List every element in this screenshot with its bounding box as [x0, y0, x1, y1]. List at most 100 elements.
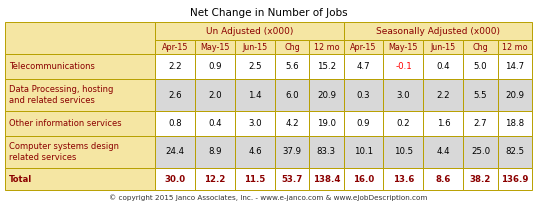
Bar — [275, 168, 309, 190]
Text: Un Adjusted (x000): Un Adjusted (x000) — [206, 26, 293, 36]
Bar — [235, 54, 275, 79]
Bar — [235, 40, 275, 54]
Bar — [235, 168, 275, 190]
Bar — [309, 168, 344, 190]
Bar — [309, 40, 344, 54]
Text: 19.0: 19.0 — [317, 119, 336, 128]
Bar — [275, 79, 309, 111]
Bar — [235, 111, 275, 136]
Bar — [498, 111, 532, 136]
Text: Other information services: Other information services — [9, 119, 121, 128]
Text: 20.9: 20.9 — [505, 90, 524, 100]
Bar — [309, 111, 344, 136]
Bar — [195, 40, 235, 54]
Text: 10.5: 10.5 — [394, 147, 413, 157]
Text: Total: Total — [9, 175, 32, 183]
Text: 10.1: 10.1 — [354, 147, 373, 157]
Bar — [235, 136, 275, 168]
Text: 53.7: 53.7 — [281, 175, 303, 183]
Text: -0.1: -0.1 — [395, 62, 412, 71]
Text: 24.4: 24.4 — [165, 147, 185, 157]
Text: Chg: Chg — [473, 42, 489, 52]
Text: 0.4: 0.4 — [437, 62, 451, 71]
Bar — [5, 168, 155, 190]
Bar — [383, 40, 424, 54]
Text: Data Processing, hosting
and related services: Data Processing, hosting and related ser… — [9, 85, 113, 104]
Text: Jun-15: Jun-15 — [242, 42, 267, 52]
Text: 0.9: 0.9 — [208, 62, 222, 71]
Bar — [498, 79, 532, 111]
Bar — [383, 136, 424, 168]
Bar — [383, 54, 424, 79]
Bar — [383, 168, 424, 190]
Bar — [275, 40, 309, 54]
Text: 2.5: 2.5 — [248, 62, 262, 71]
Text: 138.4: 138.4 — [313, 175, 340, 183]
Bar — [5, 79, 155, 111]
Text: 4.7: 4.7 — [357, 62, 371, 71]
Text: Jun-15: Jun-15 — [431, 42, 456, 52]
Text: 1.6: 1.6 — [437, 119, 451, 128]
Text: Chg: Chg — [284, 42, 300, 52]
Text: 37.9: 37.9 — [282, 147, 302, 157]
Text: 38.2: 38.2 — [470, 175, 491, 183]
Text: 82.5: 82.5 — [505, 147, 525, 157]
Bar — [424, 168, 463, 190]
Bar — [344, 136, 383, 168]
Text: 11.5: 11.5 — [244, 175, 266, 183]
Text: 0.8: 0.8 — [168, 119, 182, 128]
Text: 5.0: 5.0 — [474, 62, 488, 71]
Bar — [344, 168, 383, 190]
Text: 0.9: 0.9 — [357, 119, 370, 128]
Bar — [309, 136, 344, 168]
Text: Computer systems design
related services: Computer systems design related services — [9, 142, 119, 162]
Bar — [383, 111, 424, 136]
Text: 15.2: 15.2 — [317, 62, 336, 71]
Bar — [155, 79, 195, 111]
Bar — [463, 40, 498, 54]
Bar — [155, 54, 195, 79]
Bar — [5, 111, 155, 136]
Bar — [195, 168, 235, 190]
Text: Seasonally Adjusted (x000): Seasonally Adjusted (x000) — [376, 26, 500, 36]
Bar — [235, 79, 275, 111]
Bar — [344, 22, 532, 40]
Text: Net Change in Number of Jobs: Net Change in Number of Jobs — [190, 8, 347, 18]
Bar — [155, 168, 195, 190]
Bar — [344, 111, 383, 136]
Text: 4.4: 4.4 — [437, 147, 451, 157]
Bar — [5, 54, 155, 79]
Text: 18.8: 18.8 — [505, 119, 525, 128]
Text: 6.0: 6.0 — [285, 90, 299, 100]
Text: © copyright 2015 Janco Associates, Inc. - www.e-janco.com & www.eJobDescription.: © copyright 2015 Janco Associates, Inc. … — [110, 194, 427, 201]
Bar — [195, 111, 235, 136]
Text: 2.0: 2.0 — [208, 90, 222, 100]
Bar — [498, 136, 532, 168]
Bar — [344, 40, 383, 54]
Bar — [424, 40, 463, 54]
Text: 30.0: 30.0 — [164, 175, 186, 183]
Bar — [424, 136, 463, 168]
Text: 2.2: 2.2 — [437, 90, 451, 100]
Text: 14.7: 14.7 — [505, 62, 525, 71]
Text: Apr-15: Apr-15 — [162, 42, 188, 52]
Bar — [424, 111, 463, 136]
Text: 5.5: 5.5 — [474, 90, 488, 100]
Text: 25.0: 25.0 — [471, 147, 490, 157]
Bar — [498, 168, 532, 190]
Text: Apr-15: Apr-15 — [350, 42, 377, 52]
Text: May-15: May-15 — [389, 42, 418, 52]
Bar — [155, 40, 195, 54]
Text: 13.6: 13.6 — [393, 175, 414, 183]
Bar — [344, 79, 383, 111]
Bar — [383, 79, 424, 111]
Bar — [155, 22, 344, 40]
Text: 20.9: 20.9 — [317, 90, 336, 100]
Bar — [463, 54, 498, 79]
Text: 12.2: 12.2 — [204, 175, 226, 183]
Text: 0.4: 0.4 — [208, 119, 222, 128]
Bar — [275, 111, 309, 136]
Text: 5.6: 5.6 — [285, 62, 299, 71]
Text: 1.4: 1.4 — [248, 90, 262, 100]
Text: 16.0: 16.0 — [353, 175, 374, 183]
